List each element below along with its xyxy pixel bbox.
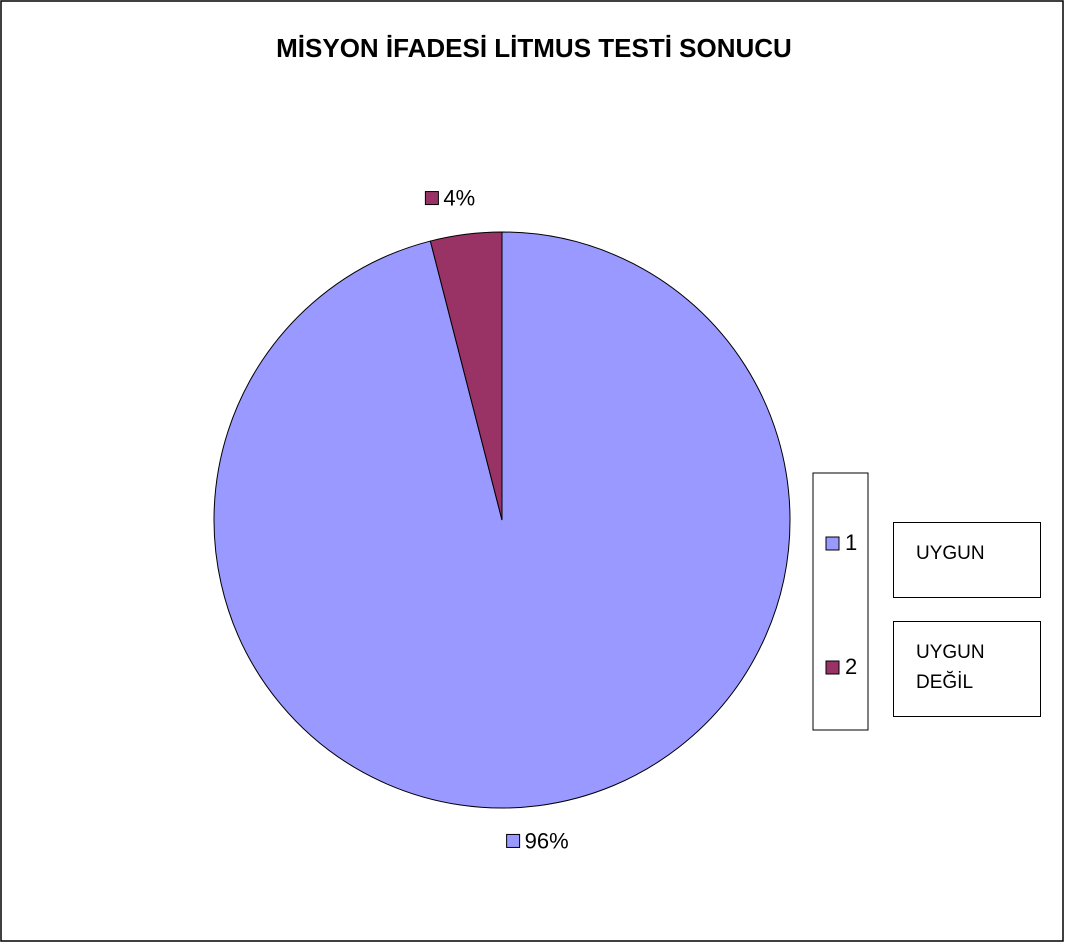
legend-swatch: [825, 536, 840, 551]
legend-label: 2: [845, 654, 857, 679]
legend-label: 1: [845, 530, 857, 555]
annotation-box: UYGUN: [893, 522, 1041, 598]
pie-slice: [429, 231, 503, 521]
legend-swatch: [825, 660, 840, 675]
chart-title: MİSYON İFADESİ LİTMUS TESTİ SONUCU: [276, 33, 792, 63]
legend-box: [812, 472, 869, 731]
annotation-box: UYGUN DEĞİL: [893, 621, 1041, 717]
data-label: 4%: [443, 185, 475, 210]
label-swatch: [506, 833, 521, 848]
label-swatch: [424, 191, 439, 206]
data-label: 96%: [525, 828, 569, 853]
